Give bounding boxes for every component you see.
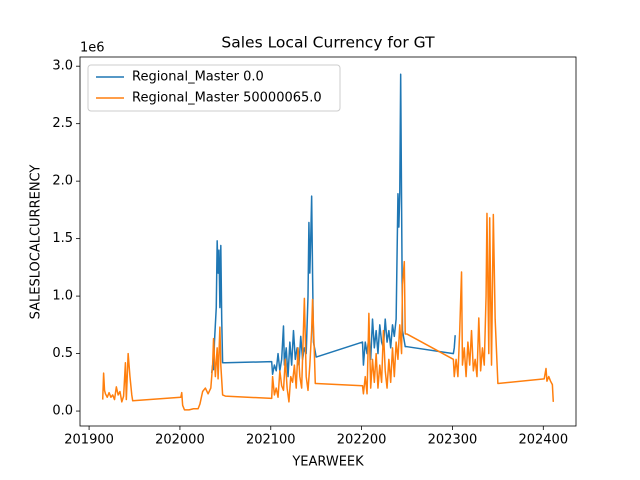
x-tick-label: 202100 <box>246 433 296 448</box>
x-tick-label: 202300 <box>428 433 478 448</box>
y-tick-label: 2.0 <box>52 174 73 189</box>
x-tick-label: 202000 <box>155 433 205 448</box>
y-tick-label: 0.0 <box>52 404 73 419</box>
series-line <box>101 212 555 411</box>
y-tick-label: 3.0 <box>52 59 73 74</box>
x-tick-label: 202200 <box>337 433 387 448</box>
x-tick-label: 201900 <box>64 433 114 448</box>
y-tick-label: 0.5 <box>52 346 73 361</box>
chart-title: Sales Local Currency for GT <box>221 34 435 52</box>
series-line <box>210 73 456 378</box>
legend-box <box>87 64 341 112</box>
y-axis-label: SALESLOCALCURRENCY <box>29 165 44 320</box>
legend-label: Regional_Master 0.0 <box>132 70 264 85</box>
x-axis-label: YEARWEEK <box>291 455 364 470</box>
y-tick-label: 1.0 <box>52 289 73 304</box>
y-tick-label: 1.5 <box>52 231 73 246</box>
y-tick-label: 2.5 <box>52 116 73 131</box>
x-tick-label: 202400 <box>518 433 568 448</box>
plot-frame <box>79 56 577 427</box>
y-offset-label: 1e6 <box>80 41 105 56</box>
legend-label: Regional_Master 50000065.0 <box>132 91 322 106</box>
